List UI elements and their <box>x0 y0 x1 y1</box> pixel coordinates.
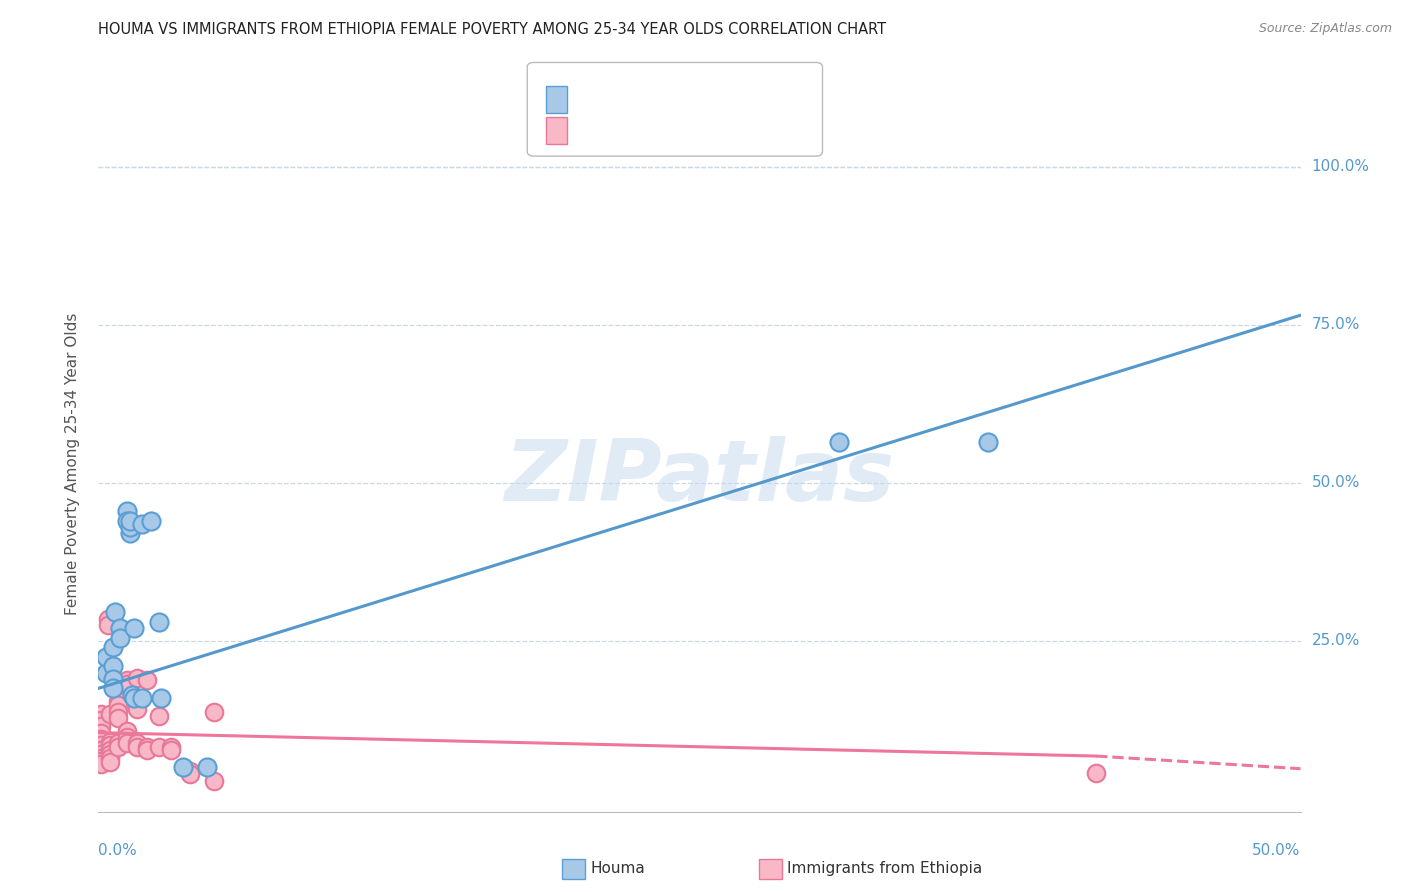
Point <box>100 756 122 770</box>
Point <box>101 681 124 696</box>
Text: R = -0.196   N = 48: R = -0.196 N = 48 <box>575 123 725 138</box>
Point <box>107 694 129 708</box>
Point <box>179 764 201 778</box>
Point <box>828 434 851 449</box>
Point <box>117 730 139 744</box>
Text: Houma: Houma <box>591 862 645 876</box>
Y-axis label: Female Poverty Among 25-34 Year Olds: Female Poverty Among 25-34 Year Olds <box>65 313 80 615</box>
Point <box>108 621 131 635</box>
Point <box>121 688 143 702</box>
Point <box>107 711 129 725</box>
Text: HOUMA VS IMMIGRANTS FROM ETHIOPIA FEMALE POVERTY AMONG 25-34 YEAR OLDS CORRELATI: HOUMA VS IMMIGRANTS FROM ETHIOPIA FEMALE… <box>98 22 887 37</box>
Point <box>117 514 139 528</box>
Text: 50.0%: 50.0% <box>1312 475 1360 491</box>
Point <box>124 621 146 635</box>
Point <box>100 743 122 757</box>
Point <box>90 754 112 768</box>
Point <box>202 774 225 789</box>
Point <box>107 736 129 750</box>
Point <box>90 739 112 753</box>
Point <box>100 735 122 749</box>
Text: 0.0%: 0.0% <box>98 843 138 858</box>
Point <box>149 690 172 705</box>
Point <box>108 631 131 645</box>
Point <box>107 705 129 719</box>
Point <box>118 526 141 541</box>
Point <box>172 760 194 774</box>
Text: 25.0%: 25.0% <box>1312 633 1360 648</box>
Point <box>118 520 141 534</box>
Point <box>101 659 124 673</box>
Point <box>117 504 139 518</box>
Text: Source: ZipAtlas.com: Source: ZipAtlas.com <box>1258 22 1392 36</box>
Point <box>202 705 225 719</box>
Point <box>131 690 153 705</box>
Point <box>100 739 122 753</box>
Point <box>90 747 112 761</box>
Point <box>90 719 112 733</box>
Point <box>94 649 117 664</box>
Point <box>125 736 148 750</box>
Point <box>118 514 141 528</box>
Text: 100.0%: 100.0% <box>1312 159 1369 174</box>
Point <box>148 708 170 723</box>
Point <box>125 740 148 755</box>
Point <box>90 751 112 765</box>
Point <box>107 698 129 713</box>
Point <box>148 740 170 755</box>
Point <box>124 690 146 705</box>
Point <box>94 665 117 680</box>
Point <box>117 673 139 688</box>
Point <box>90 743 112 757</box>
Point <box>135 740 157 755</box>
Point <box>117 736 139 750</box>
Point <box>179 766 201 780</box>
Text: 75.0%: 75.0% <box>1312 318 1360 332</box>
Point <box>148 615 170 629</box>
Point <box>125 702 148 716</box>
Point <box>107 740 129 755</box>
Point <box>100 747 122 761</box>
Point <box>101 672 124 686</box>
Point <box>90 713 112 727</box>
Text: 50.0%: 50.0% <box>1253 843 1301 858</box>
Point <box>135 743 157 757</box>
Point <box>97 618 120 632</box>
Point <box>977 434 1000 449</box>
Text: R = 0.590   N = 29: R = 0.590 N = 29 <box>575 92 720 107</box>
Point <box>97 612 120 626</box>
Point <box>104 606 127 620</box>
Point <box>100 751 122 765</box>
Point <box>159 743 181 757</box>
Point <box>141 514 163 528</box>
Point <box>90 706 112 721</box>
Point <box>101 640 124 655</box>
Point <box>100 706 122 721</box>
Point <box>1085 765 1108 780</box>
Point <box>159 740 181 755</box>
Point <box>117 723 139 738</box>
Text: ZIPatlas: ZIPatlas <box>505 436 894 519</box>
Point <box>90 731 112 746</box>
Text: Immigrants from Ethiopia: Immigrants from Ethiopia <box>787 862 983 876</box>
Point <box>90 725 112 739</box>
Point <box>135 673 157 688</box>
Point <box>125 671 148 685</box>
Point <box>90 757 112 772</box>
Point <box>195 760 218 774</box>
Point <box>117 677 139 691</box>
Point <box>131 516 153 531</box>
